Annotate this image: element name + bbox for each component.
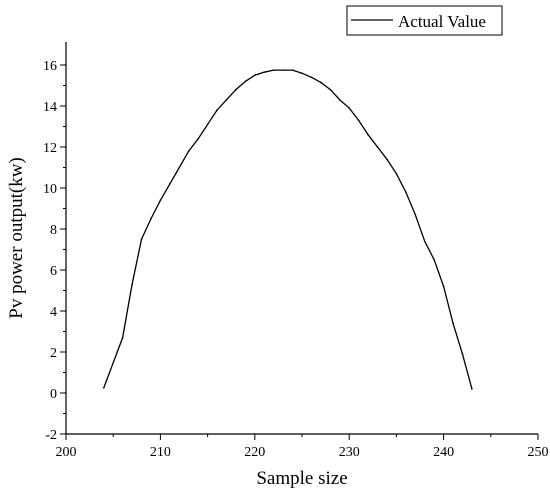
- x-tick-label: 210: [150, 445, 171, 460]
- data-point: [225, 99, 228, 101]
- data-point: [348, 107, 351, 109]
- data-point: [310, 76, 313, 79]
- y-tick-label: -2: [45, 428, 57, 443]
- data-point: [102, 387, 105, 389]
- x-tick-label: 220: [244, 445, 265, 460]
- data-point: [357, 119, 360, 122]
- series-layer: [102, 69, 473, 390]
- legend: Actual Value: [346, 5, 503, 36]
- data-point: [301, 72, 303, 74]
- y-tick-label: 6: [50, 264, 57, 279]
- x-tick-label: 230: [339, 445, 360, 460]
- plot-area: 200 210 220 230 240 250 -2 0 2 4 6 8 10 12 14 16: [43, 42, 549, 460]
- data-point: [442, 285, 445, 288]
- data-point: [263, 71, 266, 73]
- y-tick-label: 16: [43, 59, 57, 74]
- data-point: [216, 109, 218, 111]
- data-point: [471, 388, 473, 390]
- data-point: [272, 69, 275, 71]
- data-point: [433, 258, 435, 261]
- x-tick-label: 250: [528, 445, 549, 460]
- data-point: [461, 353, 464, 355]
- data-point: [423, 240, 426, 243]
- data-point: [452, 322, 454, 325]
- data-point: [235, 88, 237, 91]
- data-point: [159, 199, 162, 202]
- data-point: [150, 217, 152, 220]
- data-point: [282, 69, 284, 71]
- data-point: [320, 81, 322, 84]
- x-axis-title: Sample size: [256, 468, 347, 489]
- data-point: [254, 74, 256, 77]
- series-line-0: [103, 69, 473, 390]
- data-point: [414, 213, 417, 216]
- y-tick-label: 4: [50, 305, 57, 320]
- x-tick-label: 240: [433, 445, 454, 460]
- data-point: [376, 146, 379, 148]
- data-point: [329, 88, 332, 91]
- x-ticks: 200 210 220 230 240 250: [56, 434, 549, 460]
- y-tick-label: 14: [43, 100, 57, 115]
- data-point: [197, 138, 199, 140]
- y-tick-label: 10: [43, 182, 57, 197]
- y-ticks: -2 0 2 4 6 8 10 12 14 16: [43, 59, 66, 443]
- y-axis-title: Pv power output(kw): [6, 157, 27, 318]
- data-point: [395, 172, 398, 175]
- data-point: [206, 123, 209, 126]
- data-point: [338, 99, 341, 101]
- data-point: [131, 283, 133, 286]
- legend-label-actual-value: Actual Value: [398, 12, 486, 31]
- data-point: [178, 166, 181, 169]
- data-point: [367, 133, 369, 136]
- data-point: [169, 183, 171, 185]
- y-tick-label: 2: [50, 346, 57, 361]
- y-tick-label: 0: [50, 387, 57, 402]
- data-point: [386, 158, 388, 161]
- data-point: [405, 191, 407, 193]
- data-point: [140, 238, 143, 241]
- y-tick-label: 12: [43, 141, 57, 156]
- data-point: [244, 80, 247, 83]
- x-tick-label: 200: [56, 445, 77, 460]
- data-point: [121, 336, 124, 339]
- y-tick-label: 8: [50, 223, 57, 238]
- data-point: [291, 69, 294, 71]
- data-point: [187, 150, 190, 152]
